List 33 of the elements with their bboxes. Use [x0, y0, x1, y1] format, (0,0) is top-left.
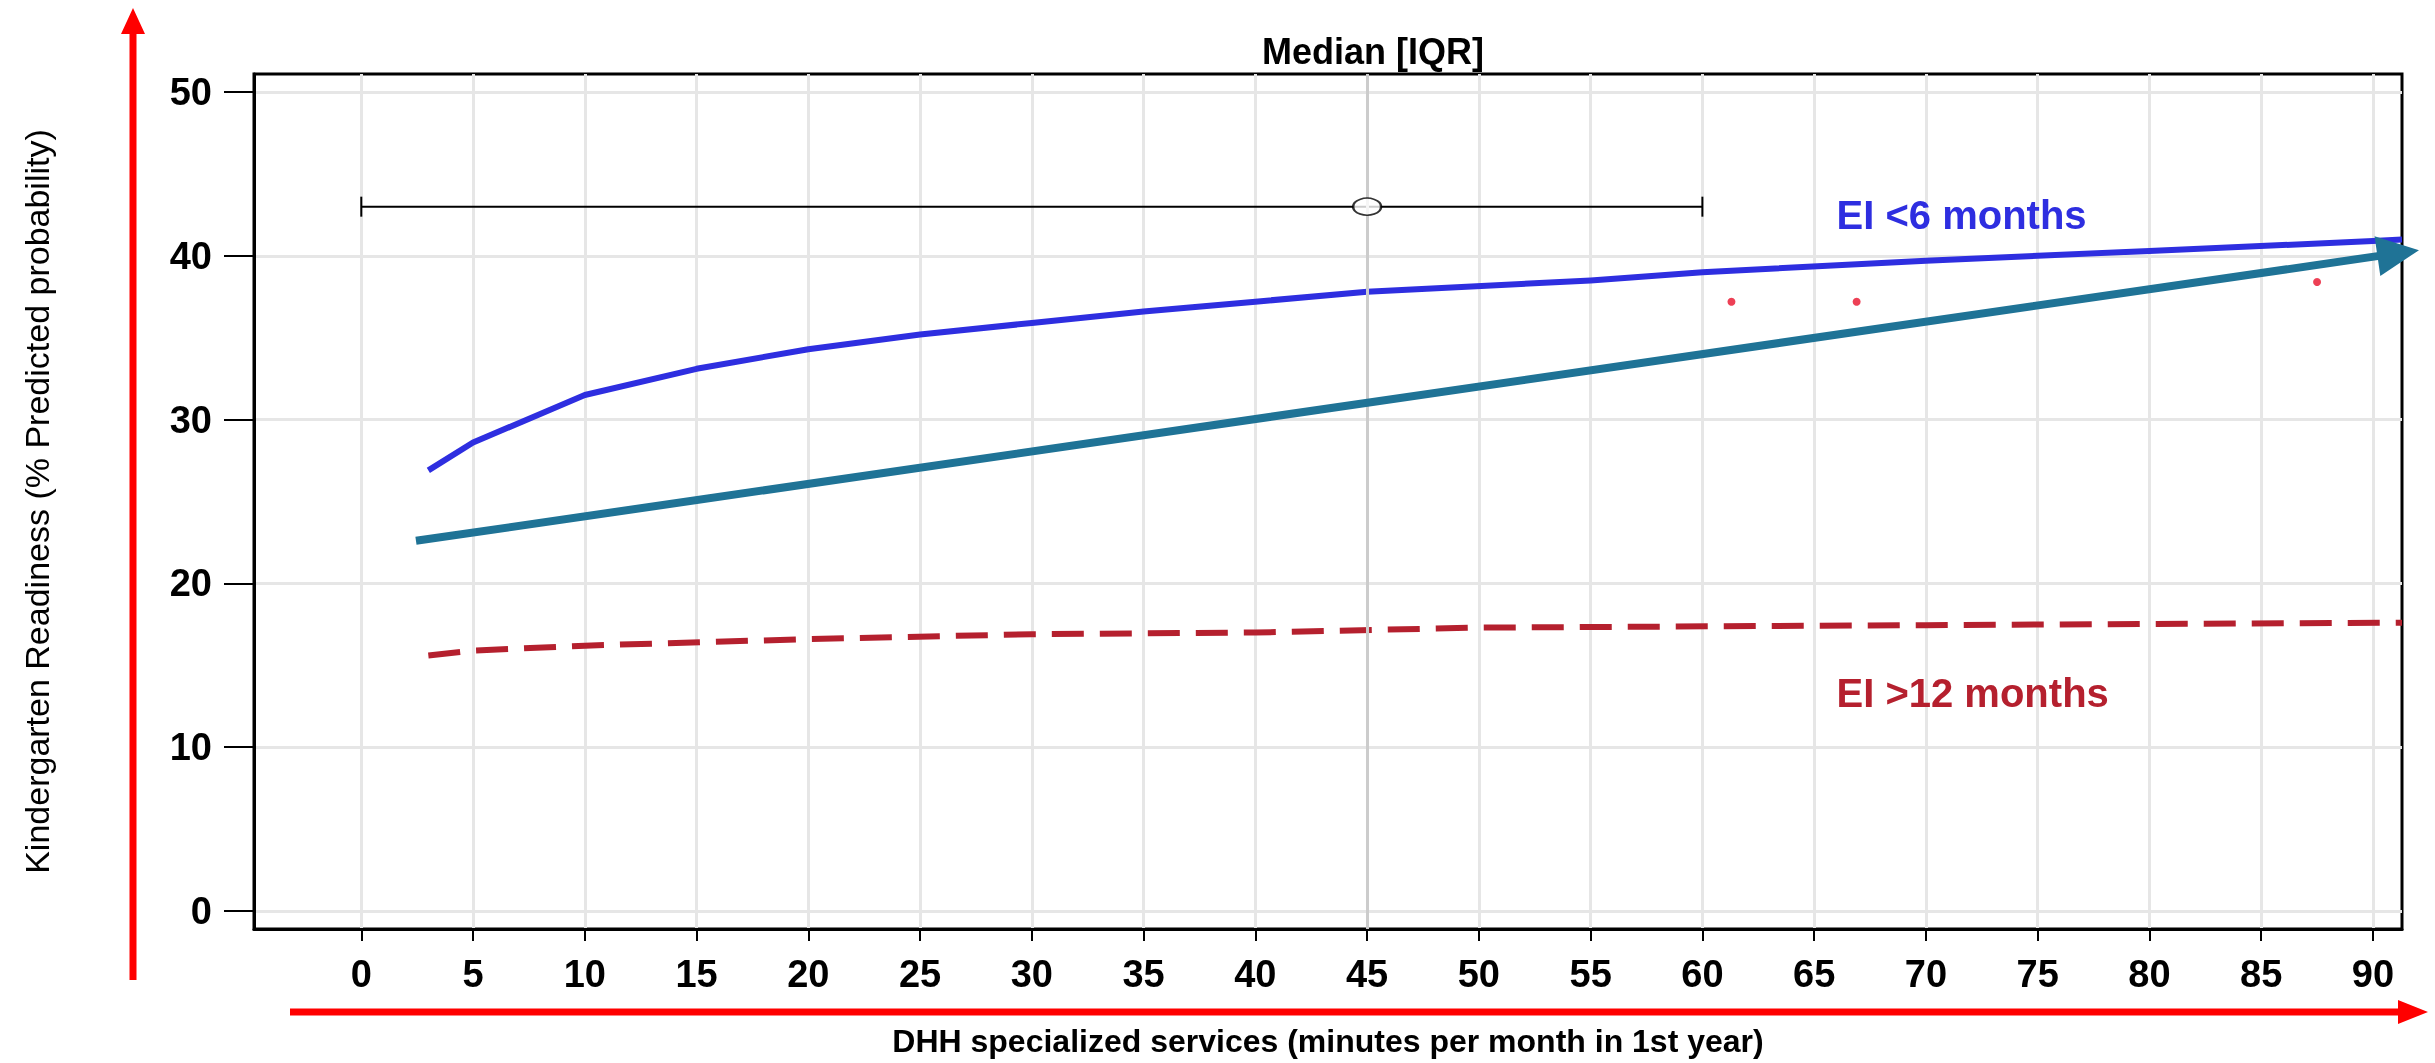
y-tick-label: 40 [169, 234, 212, 277]
point [1852, 297, 1861, 306]
x-tick-label: 25 [898, 953, 942, 995]
x-tick-label: 15 [675, 953, 718, 995]
x-tick-label: 80 [2128, 953, 2171, 995]
x-tick-label: 85 [2240, 953, 2283, 995]
chart-title: Median [IQR] [1262, 30, 1484, 72]
x-axis-title: DHH specialized services (minutes per month in 1st year) [892, 1023, 1764, 1059]
series-label: EI <6 months [1836, 192, 2087, 237]
x-tick-label: 55 [1569, 953, 1612, 995]
x-tick-label: 35 [1122, 953, 1165, 995]
x-tick-label: 60 [1681, 953, 1724, 995]
x-tick-label: 30 [1010, 953, 1053, 995]
x-tick-label: 65 [1793, 953, 1836, 995]
point [2313, 278, 2322, 287]
x-tick-label: 75 [2016, 953, 2059, 995]
x-tick-label: 20 [787, 953, 830, 995]
y-tick-label: 30 [169, 398, 212, 441]
y-tick-label: 50 [169, 71, 212, 114]
x-tick-label: 50 [1457, 953, 1501, 995]
x-tick-label: 45 [1345, 953, 1389, 995]
y-tick-label: 10 [169, 726, 212, 769]
x-tick-label: 70 [1904, 953, 1948, 995]
x-tick-label: 10 [563, 953, 606, 995]
y-tick-label: 20 [169, 562, 212, 605]
x-tick-label: 40 [1234, 953, 1277, 995]
y-tick-label: 0 [190, 889, 212, 932]
point [1727, 297, 1736, 306]
series-label: EI >12 months [1836, 671, 2109, 716]
x-tick-label: 90 [2351, 953, 2395, 995]
y-axis-title: Kindergarten Readiness (% Predicted probability) [18, 129, 56, 874]
x-tick-label: 0 [350, 953, 372, 995]
x-tick-label: 5 [462, 953, 484, 995]
